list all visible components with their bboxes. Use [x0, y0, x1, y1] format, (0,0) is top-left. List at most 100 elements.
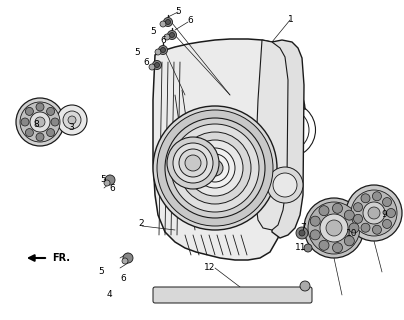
Text: 5: 5 [151, 28, 156, 36]
Circle shape [308, 202, 360, 254]
Circle shape [372, 192, 381, 201]
Circle shape [346, 185, 402, 241]
Circle shape [332, 203, 343, 213]
Circle shape [383, 220, 391, 228]
Circle shape [170, 33, 175, 37]
Circle shape [319, 206, 329, 216]
Circle shape [105, 175, 115, 185]
Polygon shape [153, 39, 286, 260]
Circle shape [165, 118, 265, 218]
Circle shape [304, 244, 312, 252]
Circle shape [195, 148, 235, 188]
Text: 2: 2 [139, 220, 144, 228]
Circle shape [383, 197, 391, 207]
Circle shape [304, 198, 364, 258]
Circle shape [168, 30, 177, 39]
Circle shape [16, 98, 64, 146]
Text: 11: 11 [295, 244, 307, 252]
Circle shape [158, 45, 168, 54]
Text: 6: 6 [109, 184, 115, 193]
Circle shape [155, 49, 161, 55]
Circle shape [68, 116, 76, 124]
Circle shape [164, 34, 170, 40]
Text: 7: 7 [300, 223, 306, 232]
Circle shape [63, 111, 81, 129]
Circle shape [185, 155, 201, 171]
Circle shape [273, 173, 297, 197]
Circle shape [320, 214, 348, 242]
Text: 4: 4 [106, 290, 112, 299]
Circle shape [187, 140, 243, 196]
Circle shape [123, 253, 133, 263]
Circle shape [368, 207, 380, 219]
Circle shape [207, 160, 223, 176]
Circle shape [36, 133, 44, 141]
Text: 1: 1 [288, 15, 294, 24]
Circle shape [167, 137, 219, 189]
Circle shape [326, 220, 342, 236]
Circle shape [349, 223, 359, 233]
FancyBboxPatch shape [153, 287, 312, 303]
Circle shape [354, 214, 362, 223]
Circle shape [361, 194, 370, 203]
Circle shape [46, 108, 55, 116]
FancyArrowPatch shape [29, 255, 45, 261]
Circle shape [179, 149, 207, 177]
Circle shape [332, 243, 343, 253]
Circle shape [179, 132, 251, 204]
Text: 3: 3 [68, 124, 74, 132]
Circle shape [152, 60, 162, 69]
Circle shape [25, 108, 34, 116]
Circle shape [57, 105, 87, 135]
Circle shape [173, 143, 213, 183]
Text: 6: 6 [120, 274, 126, 283]
Circle shape [296, 227, 308, 239]
Circle shape [46, 129, 55, 137]
Circle shape [36, 103, 44, 111]
Circle shape [319, 240, 329, 250]
Circle shape [149, 64, 155, 70]
Circle shape [166, 20, 170, 25]
Text: 8: 8 [34, 120, 39, 129]
Circle shape [25, 129, 34, 137]
Circle shape [157, 110, 273, 226]
Circle shape [51, 118, 59, 126]
Circle shape [299, 230, 305, 236]
Circle shape [344, 236, 354, 246]
Text: 5: 5 [100, 175, 106, 184]
Text: 6: 6 [143, 58, 149, 67]
Circle shape [104, 180, 110, 186]
Text: 6: 6 [187, 16, 193, 25]
Text: 6: 6 [161, 36, 166, 45]
Text: 9: 9 [381, 210, 387, 219]
Circle shape [351, 190, 397, 236]
Circle shape [154, 62, 160, 68]
Circle shape [354, 203, 362, 212]
Circle shape [387, 209, 396, 218]
Circle shape [300, 281, 310, 291]
Circle shape [35, 117, 45, 127]
Text: 5: 5 [98, 268, 104, 276]
Text: 10: 10 [346, 229, 357, 238]
Text: 5: 5 [135, 48, 140, 57]
Circle shape [344, 210, 354, 220]
Text: 12: 12 [204, 263, 216, 272]
Circle shape [372, 225, 381, 234]
Circle shape [310, 230, 320, 240]
Circle shape [30, 112, 50, 132]
Circle shape [164, 18, 173, 27]
Text: 5: 5 [175, 7, 181, 16]
Circle shape [160, 21, 166, 27]
Circle shape [171, 124, 259, 212]
Circle shape [310, 216, 320, 226]
Polygon shape [272, 40, 304, 238]
Circle shape [361, 223, 370, 232]
Circle shape [267, 167, 303, 203]
Polygon shape [256, 40, 288, 230]
Text: FR.: FR. [52, 253, 70, 263]
Circle shape [160, 47, 166, 52]
Circle shape [122, 258, 128, 264]
Circle shape [153, 106, 277, 230]
Circle shape [363, 202, 385, 224]
Circle shape [21, 118, 29, 126]
